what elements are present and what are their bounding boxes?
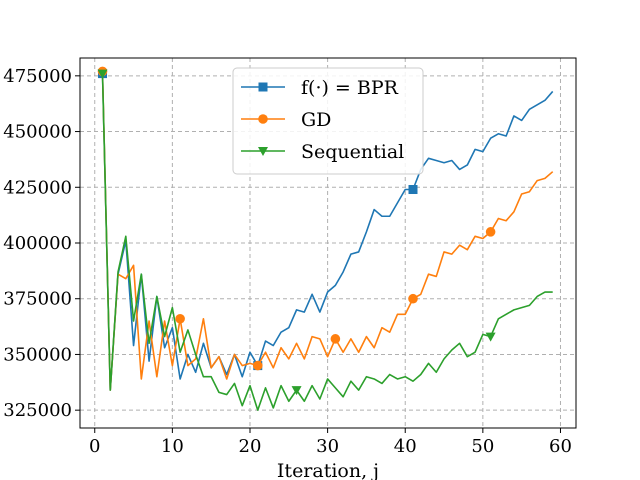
y-tick-label: 400000 [3,233,72,254]
x-tick-label: 0 [89,436,100,457]
x-axis-ticks: 0 10 20 30 40 50 60 [89,428,572,457]
x-tick-label: 10 [161,436,184,457]
x-tick-label: 20 [239,436,262,457]
y-tick-label: 450000 [3,122,72,143]
y-tick-label: 375000 [3,289,72,310]
x-tick-label: 40 [394,436,417,457]
series-marker [485,227,496,237]
series-marker [97,69,108,79]
legend-marker [258,114,268,124]
x-tick-label: 30 [316,436,339,457]
series-marker [485,332,496,342]
series-marker [252,360,263,371]
legend-marker [258,82,268,92]
series-marker [408,293,418,304]
y-tick-label: 475000 [3,66,72,87]
series-marker [408,185,418,195]
series-marker [175,313,185,324]
legend-box [232,67,424,175]
legend-label: GD [301,109,331,131]
series-lines [97,66,554,411]
x-axis-label: Iteration, j [277,460,379,480]
legend-label: f(·) = BPR [301,77,399,99]
x-tick-label: 60 [549,436,572,457]
y-tick-label: 425000 [3,177,72,198]
y-tick-label: 350000 [3,344,72,365]
y-axis-ticks: 325000 350000 375000 400000 425000 450000 4750… [3,66,80,421]
series-2 [97,69,553,411]
series-marker [330,334,341,344]
series-line [101,73,554,391]
series-line [101,73,553,411]
legend: f(·) = BPR GD Sequential [232,67,424,175]
x-tick-label: 50 [471,436,494,457]
legend-label: Sequential [301,141,404,163]
y-tick-label: 325000 [3,400,72,421]
legend-marker [258,147,268,156]
series-marker [291,386,302,396]
